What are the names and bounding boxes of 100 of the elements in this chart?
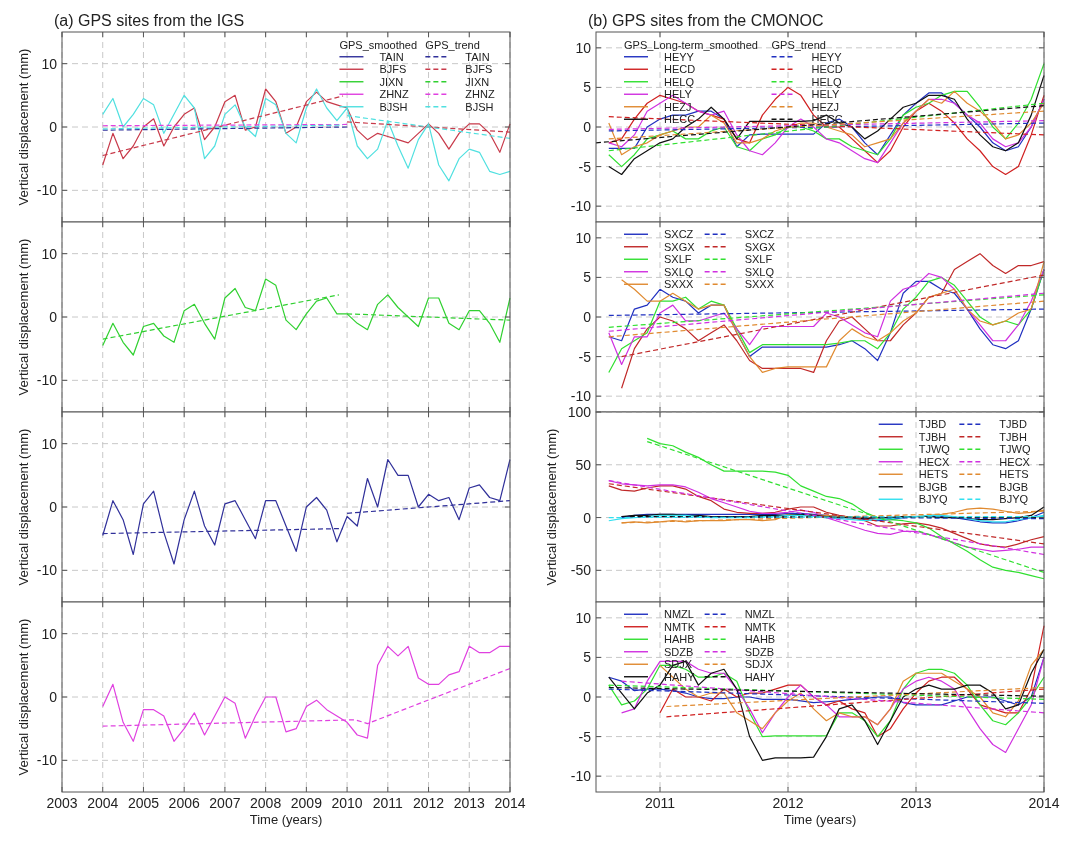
legend-label: HECX <box>918 455 950 468</box>
legend-label: TJWQ <box>999 443 1031 456</box>
y-axis-title: Vertical displacement (mm) <box>16 618 31 776</box>
y-axis-title: Vertical displacement (mm) <box>544 428 559 586</box>
y-tick-label: -10 <box>36 372 58 389</box>
y-tick-label: -10 <box>36 752 58 769</box>
y-tick-label: -50 <box>570 562 592 579</box>
y-tick-label: 10 <box>41 55 58 72</box>
legend-label: TJBH <box>918 430 947 443</box>
legend-title: GPS_Long-term_smoothed <box>624 38 758 51</box>
legend-label: SXCZ <box>744 228 775 241</box>
y-tick-label: -5 <box>578 728 592 745</box>
legend-label: HEZJ <box>811 100 840 113</box>
legend-label: TJWQ <box>918 443 951 456</box>
y-tick-label: 100 <box>567 404 592 420</box>
legend-label: BJYQ <box>918 493 948 506</box>
legend-label: SXXX <box>744 278 775 291</box>
line-series <box>621 253 1045 389</box>
legend-label: BJGB <box>918 480 948 493</box>
legend-label: SXLQ <box>744 265 775 278</box>
legend-label: ZHNZ <box>465 88 495 101</box>
y-tick-label: 10 <box>41 625 58 642</box>
annotation: GPS_trend <box>771 38 826 51</box>
legend-label: BJSH <box>465 100 494 113</box>
x-tick-label: 2014 <box>1028 795 1060 811</box>
y-tick-label: 0 <box>49 499 58 515</box>
line-series <box>608 63 1045 168</box>
legend-label: HECD <box>664 63 696 76</box>
y-tick-label: 10 <box>575 609 592 626</box>
y-tick-label: 10 <box>41 245 58 262</box>
legend-label: HELQ <box>664 75 695 88</box>
line-series <box>608 648 1045 761</box>
x-tick-label: 2003 <box>46 795 78 811</box>
y-tick-label: -10 <box>570 768 592 785</box>
legend-label: HAHY <box>744 670 776 683</box>
y-tick-label: 0 <box>583 119 592 135</box>
y-tick-label: 5 <box>583 269 592 286</box>
legend-label: JIXN <box>465 75 490 88</box>
legend-label: SDZB <box>744 645 774 658</box>
legend-label: BJFS <box>379 63 407 76</box>
y-tick-label: -10 <box>570 388 592 405</box>
y-tick-label: 5 <box>583 649 592 666</box>
x-tick-label: 2004 <box>87 795 119 811</box>
legend-label: TAIN <box>465 50 490 63</box>
legend-label: SXXX <box>664 278 695 291</box>
x-tick-label: 2012 <box>412 795 445 811</box>
legend-label: HETS <box>918 468 949 481</box>
y-tick-label: -5 <box>578 158 592 175</box>
y-axis-title: Vertical displacement (mm) <box>16 428 31 586</box>
legend-label: SXGX <box>744 240 776 253</box>
x-axis-title: Time (years) <box>249 812 323 827</box>
y-tick-label: 50 <box>575 456 592 473</box>
y-tick-label: 10 <box>575 229 592 246</box>
legend-label: ZHNZ <box>379 88 410 101</box>
legend-label: HAHB <box>664 633 695 646</box>
legend-label: SDZB <box>664 645 694 658</box>
legend-label: SXLF <box>664 253 692 266</box>
y-tick-label: -10 <box>570 198 592 215</box>
x-tick-label: 2007 <box>209 795 241 811</box>
chart-title: (a) GPS sites from the IGS <box>54 12 245 29</box>
legend-label: HECD <box>811 63 843 76</box>
chart-title: (b) GPS sites from the CMONOC <box>588 12 824 29</box>
legend-label: NMZL <box>664 608 694 621</box>
legend-label: TJBD <box>999 418 1027 431</box>
legend-label: TJBD <box>918 418 947 431</box>
y-tick-label: 0 <box>49 689 58 705</box>
legend-label: HELY <box>811 88 841 101</box>
y-tick-label: -10 <box>36 182 58 199</box>
y-tick-label: 0 <box>49 119 58 135</box>
x-tick-label: 2009 <box>290 795 323 811</box>
legend-label: TJBH <box>999 430 1027 443</box>
x-tick-label: 2006 <box>168 795 200 811</box>
legend-label: HAHB <box>744 633 776 646</box>
y-tick-label: 0 <box>583 689 592 705</box>
legend-label: BJSH <box>379 100 408 113</box>
line-series <box>102 88 511 166</box>
legend-label: BJFS <box>465 63 493 76</box>
legend-label: SXLF <box>744 253 773 266</box>
legend-label: NMZL <box>744 608 775 621</box>
annotation: GPS_trend <box>425 38 480 51</box>
y-tick-label: 0 <box>49 309 58 325</box>
y-tick-label: -5 <box>578 348 592 365</box>
y-tick-label: 10 <box>575 39 592 56</box>
x-tick-label: 2011 <box>644 795 676 811</box>
legend-label: NMTK <box>664 620 696 633</box>
y-tick-label: 0 <box>583 509 592 526</box>
legend-label: HECX <box>999 455 1031 468</box>
x-axis-title: Time (years) <box>783 812 857 827</box>
legend-title: GPS_smoothed <box>339 38 418 51</box>
x-tick-label: 2013 <box>453 795 486 811</box>
legend-label: SXCZ <box>664 228 694 241</box>
x-tick-label: 2011 <box>372 795 404 811</box>
legend-label: HETS <box>999 468 1029 481</box>
legend-label: HELQ <box>811 75 842 88</box>
x-tick-label: 2008 <box>250 795 282 811</box>
legend-label: HEZJ <box>664 100 692 113</box>
x-tick-label: 2010 <box>331 795 363 811</box>
y-tick-label: 0 <box>583 309 592 325</box>
line-series <box>102 645 511 742</box>
line-series <box>102 278 511 356</box>
